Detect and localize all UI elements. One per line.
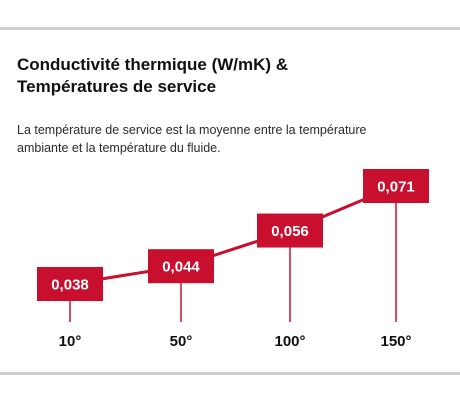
x-tick-label-0: 10° <box>59 333 82 350</box>
x-tick-label-3: 150° <box>380 333 411 350</box>
bottom-divider <box>0 372 460 375</box>
data-point-box-2 <box>257 213 323 248</box>
data-label-1: 0,044 <box>162 259 200 276</box>
x-tick-label-2: 100° <box>274 333 305 350</box>
data-point-box-0 <box>37 267 103 301</box>
chart-title-line-1: Conductivité thermique (W/mK) & <box>17 55 289 74</box>
data-point-box-3 <box>363 169 429 203</box>
data-label-3: 0,071 <box>377 179 415 196</box>
top-divider <box>0 27 460 30</box>
chart-subtitle: La température de service est la moyenne… <box>17 121 447 157</box>
data-label-2: 0,056 <box>271 223 309 240</box>
series-line <box>69 184 397 286</box>
data-point-box-1 <box>148 249 214 284</box>
chart-subtitle-line-1: La température de service est la moyenne… <box>17 123 367 137</box>
chart-subtitle-line-2: ambiante et la température du fluide. <box>17 141 221 155</box>
chart-title: Conductivité thermique (W/mK) & Températ… <box>17 54 437 98</box>
data-label-0: 0,038 <box>51 277 89 294</box>
chart-title-line-2: Températures de service <box>17 77 217 96</box>
x-tick-label-1: 50° <box>170 333 193 350</box>
